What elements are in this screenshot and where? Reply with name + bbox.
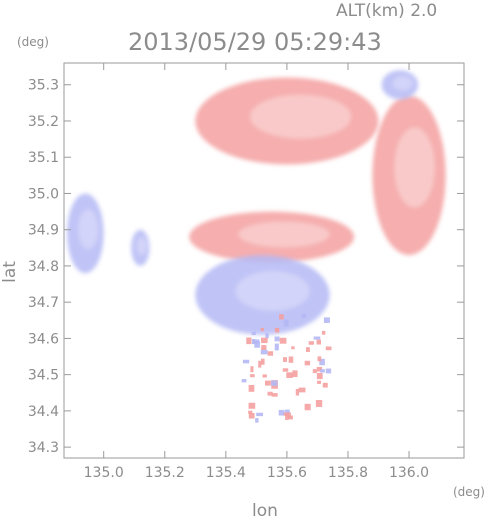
- chart-timestamp: 2013/05/29 05:29:43: [128, 28, 382, 56]
- echo-speckles: [241, 313, 332, 423]
- y-axis-label: lat: [0, 261, 20, 283]
- y-tick-label: 35.2: [28, 114, 59, 130]
- x-tick-label: 135.0: [84, 465, 124, 481]
- x-axis-label: lon: [252, 501, 278, 521]
- y-tick-label: 34.9: [28, 223, 59, 239]
- y-tick-label: 35.1: [28, 150, 59, 166]
- y-unit-label: (deg): [17, 35, 49, 49]
- receding-echo-region: [372, 95, 446, 256]
- altitude-label: ALT(km) 2.0: [336, 1, 437, 21]
- x-tick-label: 135.6: [267, 465, 307, 481]
- y-tick-label: 34.8: [28, 259, 59, 275]
- approaching-echo-region: [131, 229, 150, 266]
- receding-echo-region: [195, 77, 379, 165]
- y-tick-label: 35.3: [28, 78, 59, 94]
- x-axis: 135.0 135.2 135.4 135.6 135.8 136.0: [84, 63, 429, 481]
- y-tick-label: 34.4: [28, 404, 59, 420]
- y-tick-label: 34.3: [28, 440, 59, 456]
- x-unit-label: (deg): [453, 485, 485, 499]
- y-tick-label: 34.5: [28, 368, 59, 384]
- y-tick-label: 35.0: [28, 186, 59, 202]
- approaching-echo-region: [195, 255, 330, 335]
- x-tick-label: 135.2: [145, 465, 185, 481]
- receding-echo-region: [189, 211, 355, 263]
- x-tick-label: 136.0: [389, 465, 429, 481]
- approaching-echo-region: [67, 193, 104, 274]
- y-tick-label: 34.7: [28, 295, 59, 311]
- x-tick-label: 135.4: [206, 465, 246, 481]
- velocity-field: [67, 70, 446, 423]
- y-axis: 34.3 34.4 34.5 34.6 34.7 34.8 34.9 35.0 35.1 35.2…: [28, 78, 464, 456]
- approaching-echo-region: [381, 70, 419, 100]
- x-tick-label: 135.8: [328, 465, 368, 481]
- y-tick-label: 34.6: [28, 331, 59, 347]
